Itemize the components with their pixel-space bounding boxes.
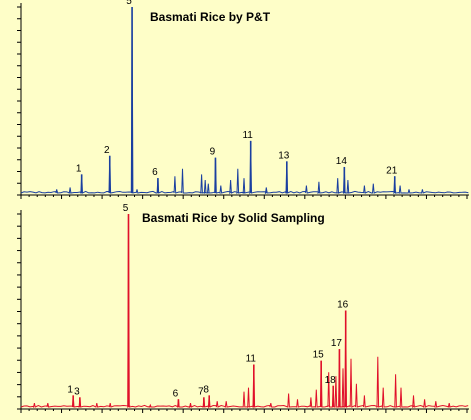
peak-label: 1: [67, 384, 73, 395]
peak-label: 8: [203, 384, 209, 395]
peak-label: 16: [337, 300, 349, 311]
peak-label: 21: [386, 165, 398, 176]
peak-label: 15: [313, 350, 325, 361]
peak-label: 6: [152, 167, 158, 178]
chart-title: Basmati Rice by P&T: [150, 10, 271, 24]
peak-label: 3: [74, 386, 80, 397]
peak-label: 11: [246, 354, 257, 365]
chart-panel-pt: Basmati Rice by P&T 1 2 5 6 9 11 13 14 21: [17, 0, 469, 199]
chart-title: Basmati Rice by Solid Sampling: [142, 211, 325, 225]
peak-label: 1: [76, 163, 82, 174]
chart-panel-solid-sampling: Basmati Rice by Solid Sampling 1 3 5 6 7 8 11 1…: [17, 203, 469, 413]
peak-label: 6: [173, 388, 179, 399]
chromatogram-trace: [20, 6, 469, 195]
peak-label: 5: [126, 0, 132, 7]
peak-label: 14: [336, 156, 348, 167]
chromatogram-trace: [20, 213, 469, 409]
peak-label: 9: [210, 147, 216, 158]
peak-label: 7: [198, 386, 204, 397]
peak-label: 17: [331, 338, 343, 349]
peak-label: 11: [242, 130, 253, 141]
peak-label: 13: [278, 150, 290, 161]
peak-label: 18: [325, 375, 337, 386]
peak-label: 5: [123, 203, 129, 214]
peak-label: 2: [104, 145, 110, 156]
